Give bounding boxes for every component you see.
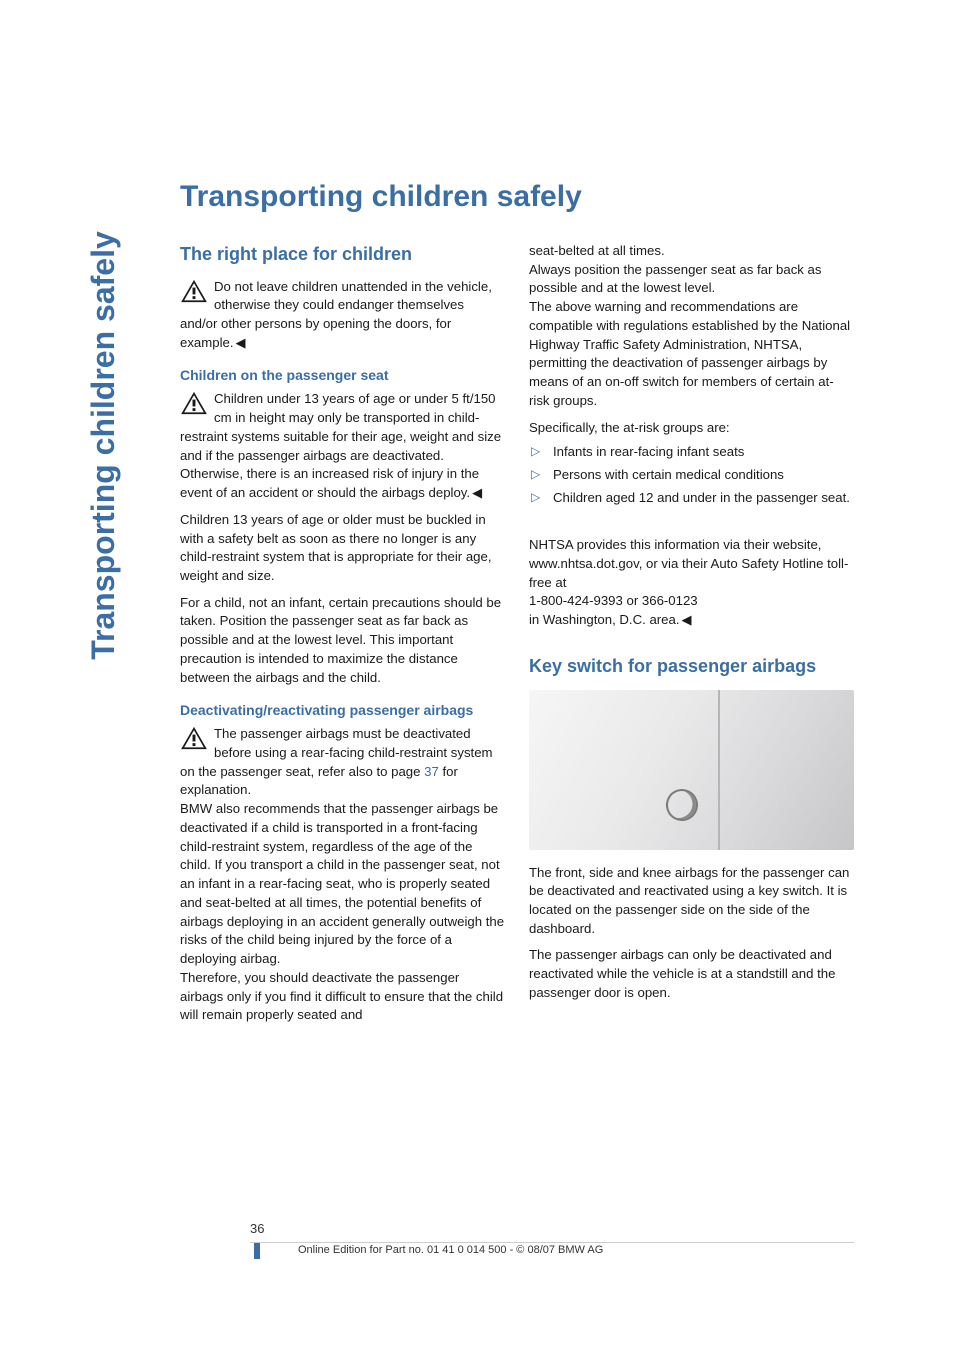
end-mark-icon: ◀ — [236, 334, 246, 352]
list-item: Children aged 12 and under in the passen… — [529, 489, 854, 508]
warning-deactivate: The passenger airbags must be deactivate… — [180, 725, 505, 800]
heading-right-place: The right place for children — [180, 242, 505, 268]
footer-edition: Online Edition for Part no. 01 41 0 014 … — [298, 1244, 603, 1256]
paragraph-precautions: For a child, not an infant, certain prec… — [180, 594, 505, 688]
left-column: The right place for children Do not leav… — [180, 242, 505, 1033]
page-title: Transporting children safely — [180, 180, 854, 214]
heading-passenger-seat: Children on the passenger seat — [180, 366, 505, 386]
warning-unattended: Do not leave children unattended in the … — [180, 278, 505, 353]
sidebar-tab: Transporting children safely — [80, 180, 126, 710]
right-column: seat-belted at all times. Always positio… — [529, 242, 854, 1033]
warning-text: Do not leave children unattended in the … — [180, 279, 492, 350]
paragraph-nhtsa-info: NHTSA provides this information via thei… — [529, 518, 854, 630]
warning-text: Children under 13 years of age or under … — [180, 391, 501, 500]
list-item: Infants in rear-facing infant seats — [529, 443, 854, 462]
paragraph-buckled: Children 13 years of age or older must b… — [180, 511, 505, 586]
paragraph-specifically: Specifically, the at-risk groups are: — [529, 419, 854, 438]
page-number: 36 — [250, 1221, 264, 1236]
end-mark-icon: ◀ — [472, 484, 482, 502]
at-risk-list: Infants in rear-facing infant seats Pers… — [529, 443, 854, 507]
heading-deactivating: Deactivating/reactivating passenger airb… — [180, 701, 505, 721]
sidebar-chapter-label: Transporting children safely — [85, 231, 122, 660]
list-item: Persons with certain medical conditions — [529, 466, 854, 485]
paragraph-cont-nhtsa-compat: The above warning and recommendations ar… — [529, 298, 854, 410]
paragraph-bmw-recommends: BMW also recommends that the passenger a… — [180, 800, 505, 969]
page-footer: 36 Online Edition for Part no. 01 41 0 0… — [250, 1220, 854, 1258]
paragraph-figure-cond: The passenger airbags can only be deacti… — [529, 946, 854, 1002]
key-switch-figure — [529, 690, 854, 850]
paragraph-therefore: Therefore, you should deactivate the pas… — [180, 969, 505, 1025]
footer-tick — [254, 1243, 260, 1259]
content-columns: The right place for children Do not leav… — [180, 242, 854, 1033]
warning-under-13: Children under 13 years of age or under … — [180, 390, 505, 502]
paragraph-cont-seatbelted: seat-belted at all times. — [529, 242, 854, 261]
page-ref-link[interactable]: 37 — [424, 764, 439, 779]
end-mark-icon: ◀ — [682, 611, 692, 629]
paragraph-cont-position: Always position the passenger seat as fa… — [529, 261, 854, 298]
warning-icon — [180, 279, 208, 303]
heading-key-switch: Key switch for passenger airbags — [529, 654, 854, 680]
paragraph-figure-desc: The front, side and knee airbags for the… — [529, 864, 854, 939]
footer-bar: Online Edition for Part no. 01 41 0 014 … — [250, 1242, 854, 1258]
warning-icon — [180, 726, 208, 750]
warning-icon — [180, 391, 208, 415]
